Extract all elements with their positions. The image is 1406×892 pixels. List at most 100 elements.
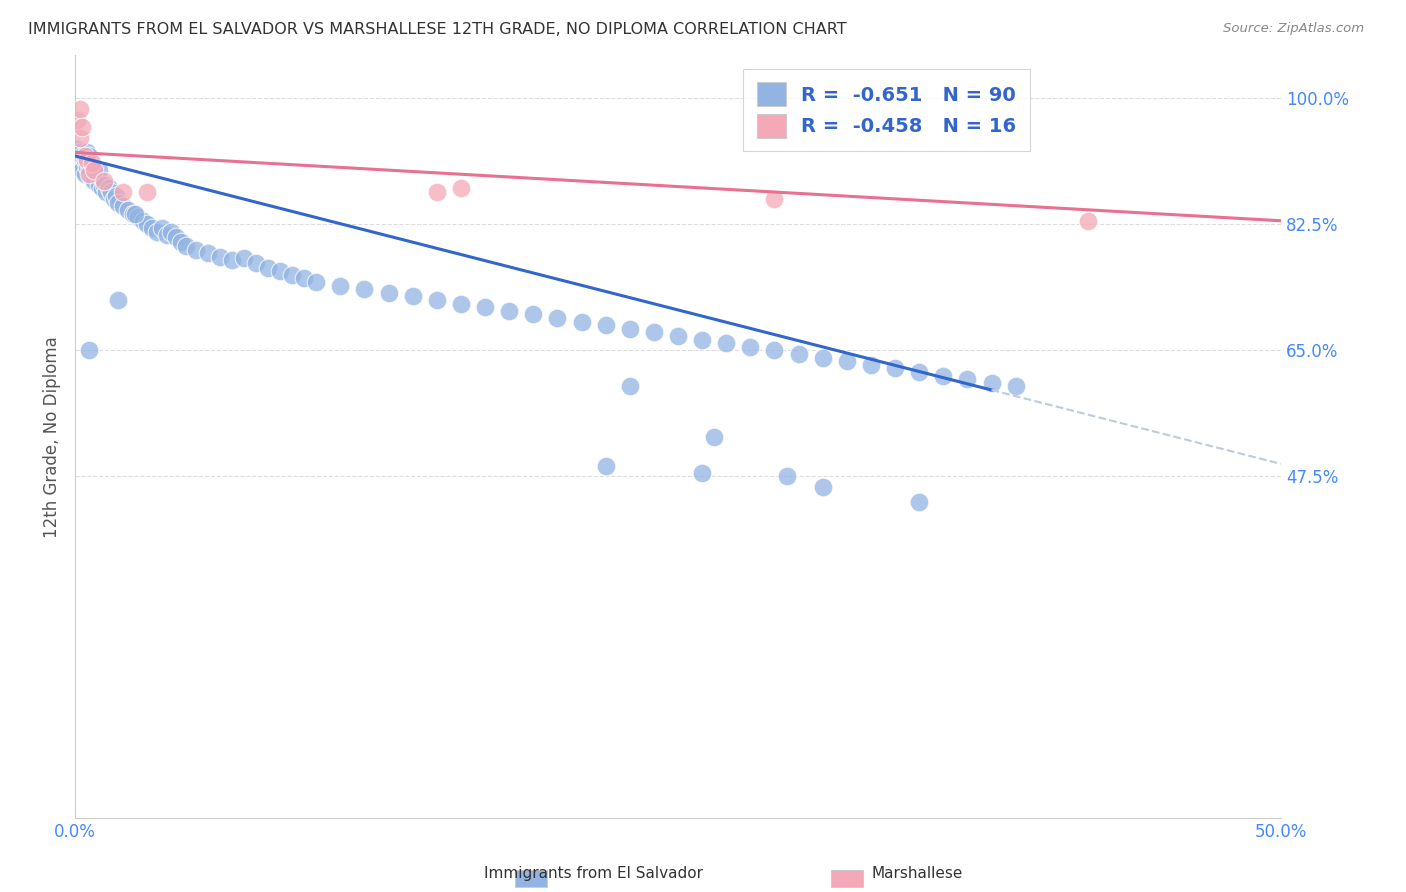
Point <box>703 430 725 444</box>
Point <box>690 466 713 480</box>
Point <box>908 365 931 379</box>
Point <box>595 458 617 473</box>
Point <box>90 181 112 195</box>
Point <box>70 120 93 135</box>
Point <box>79 343 101 358</box>
Point <box>208 250 231 264</box>
Point <box>112 199 135 213</box>
Point <box>305 275 328 289</box>
Point <box>884 361 907 376</box>
Point <box>170 235 193 250</box>
Point <box>73 153 96 167</box>
Point <box>156 228 179 243</box>
Point <box>124 206 146 220</box>
Point <box>83 163 105 178</box>
Point <box>79 167 101 181</box>
Point <box>666 329 689 343</box>
Point <box>117 202 139 217</box>
Point <box>69 102 91 116</box>
Y-axis label: 12th Grade, No Diploma: 12th Grade, No Diploma <box>44 336 60 538</box>
Point <box>165 229 187 244</box>
Point <box>160 225 183 239</box>
Point <box>643 326 665 340</box>
Point <box>89 163 111 178</box>
Point <box>70 149 93 163</box>
Point <box>1004 379 1026 393</box>
Point <box>69 156 91 170</box>
Point <box>426 293 449 307</box>
Point <box>450 296 472 310</box>
Point <box>619 322 641 336</box>
Point <box>69 131 91 145</box>
Point <box>80 156 103 170</box>
Point <box>740 340 762 354</box>
Point <box>281 268 304 282</box>
Point <box>402 289 425 303</box>
Point <box>232 251 254 265</box>
Text: Source: ZipAtlas.com: Source: ZipAtlas.com <box>1223 22 1364 36</box>
Point <box>79 163 101 178</box>
Point <box>292 271 315 285</box>
Point <box>956 372 979 386</box>
Point <box>146 225 169 239</box>
Point <box>86 167 108 181</box>
Point <box>93 174 115 188</box>
Point <box>174 239 197 253</box>
Point <box>775 469 797 483</box>
Point <box>93 178 115 192</box>
Point <box>97 181 120 195</box>
Point <box>80 170 103 185</box>
Point <box>932 368 955 383</box>
Point <box>80 156 103 170</box>
Point <box>353 282 375 296</box>
Point <box>595 318 617 333</box>
Point <box>79 149 101 163</box>
Point <box>76 153 98 167</box>
Point <box>89 178 111 192</box>
Point <box>257 260 280 275</box>
Point <box>83 174 105 188</box>
Point <box>811 351 834 365</box>
Point <box>980 376 1002 390</box>
Legend: R =  -0.651   N = 90, R =  -0.458   N = 16: R = -0.651 N = 90, R = -0.458 N = 16 <box>742 69 1031 151</box>
Point <box>522 307 544 321</box>
Point <box>136 218 159 232</box>
Point <box>1077 213 1099 227</box>
Point <box>66 142 89 156</box>
Point <box>127 210 149 224</box>
Point <box>426 185 449 199</box>
Point <box>122 206 145 220</box>
Point <box>76 160 98 174</box>
Point <box>76 145 98 160</box>
Point <box>763 192 786 206</box>
Point <box>716 336 738 351</box>
Point <box>474 300 496 314</box>
Point <box>69 145 91 160</box>
Point <box>571 315 593 329</box>
Point <box>100 185 122 199</box>
Point <box>787 347 810 361</box>
Point <box>184 243 207 257</box>
Point <box>835 354 858 368</box>
Text: Marshallese: Marshallese <box>872 866 963 881</box>
Point <box>70 163 93 178</box>
Point <box>73 167 96 181</box>
Point <box>908 494 931 508</box>
Point <box>221 253 243 268</box>
Point <box>245 255 267 269</box>
Point <box>107 293 129 307</box>
Point <box>498 303 520 318</box>
Point <box>136 185 159 199</box>
Point <box>197 246 219 260</box>
Point <box>859 358 882 372</box>
Text: Immigrants from El Salvador: Immigrants from El Salvador <box>484 866 703 881</box>
Point <box>269 264 291 278</box>
Point <box>131 213 153 227</box>
Point <box>107 195 129 210</box>
Point <box>450 181 472 195</box>
Point <box>763 343 786 358</box>
Point <box>96 185 118 199</box>
Point <box>105 188 128 202</box>
Point <box>112 185 135 199</box>
Point <box>141 221 163 235</box>
